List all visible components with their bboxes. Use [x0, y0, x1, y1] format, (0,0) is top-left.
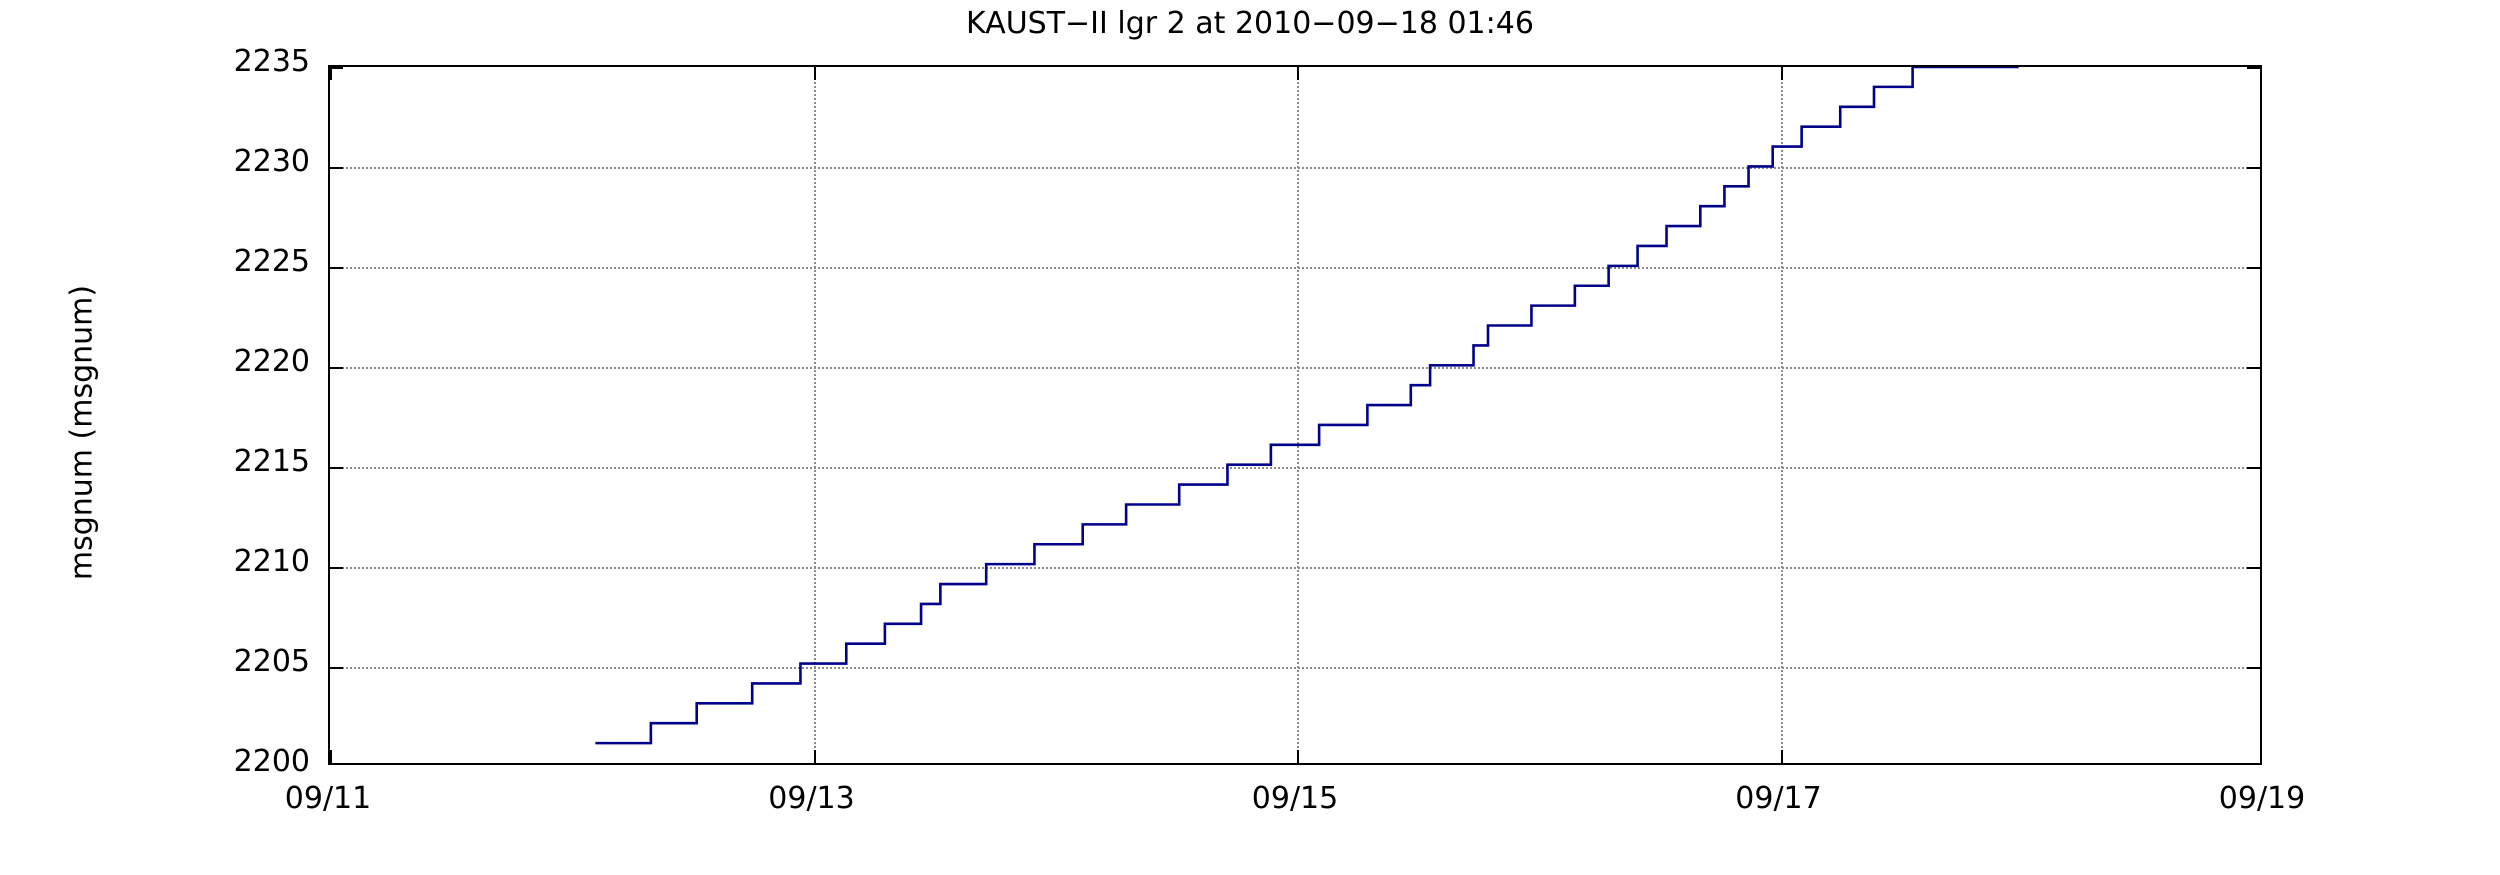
- y-tick-label: 2235: [233, 44, 310, 79]
- x-tick-mark: [1780, 750, 1783, 763]
- y-tick-label: 2225: [233, 244, 310, 279]
- x-tick-mark: [1297, 750, 1299, 763]
- plot-area: [328, 65, 2262, 765]
- y-tick-mark: [2247, 467, 2260, 469]
- x-tick-mark: [813, 67, 816, 80]
- y-tick-label: 2210: [233, 544, 310, 579]
- y-tick-label: 2220: [233, 344, 310, 379]
- y-tick-mark: [2247, 67, 2260, 69]
- series-polyline: [595, 67, 2019, 745]
- x-tick-label: 09/17: [1735, 781, 1822, 816]
- y-tick-label: 2200: [233, 744, 310, 779]
- x-tick-mark: [1780, 67, 1783, 80]
- x-gridline: [1780, 67, 1783, 763]
- y-tick-mark: [2247, 167, 2260, 169]
- y-gridline: [330, 667, 2260, 669]
- x-tick-mark: [813, 750, 816, 763]
- data-series-line: [595, 67, 2019, 745]
- x-gridline: [813, 67, 816, 763]
- page-title: KAUST−II lgr 2 at 2010−09−18 01:46: [966, 6, 1534, 41]
- y-tick-mark: [2247, 567, 2260, 569]
- y-tick-mark: [330, 567, 343, 569]
- x-gridline: [1297, 67, 1299, 763]
- y-tick-mark: [330, 267, 343, 269]
- y-tick-mark: [330, 467, 343, 469]
- y-tick-label: 2230: [233, 144, 310, 179]
- y-tick-label: 2205: [233, 644, 310, 679]
- y-tick-mark: [330, 667, 343, 669]
- x-tick-mark: [1297, 67, 1299, 80]
- x-tick-label: 09/15: [1251, 781, 1339, 816]
- x-tick-label: 09/13: [768, 781, 855, 816]
- y-tick-mark: [330, 367, 343, 369]
- y-tick-label: 2215: [233, 444, 310, 479]
- y-gridline: [330, 567, 2260, 569]
- y-gridline: [330, 467, 2260, 469]
- x-tick-label: 09/19: [2218, 781, 2306, 816]
- y-tick-mark: [2247, 267, 2260, 269]
- y-tick-mark: [2247, 367, 2260, 369]
- y-tick-mark: [2247, 667, 2260, 669]
- y-gridline: [330, 267, 2260, 269]
- y-gridline: [330, 367, 2260, 369]
- x-tick-mark: [330, 750, 332, 763]
- x-tick-label: 09/11: [284, 781, 372, 816]
- y-gridline: [330, 167, 2260, 169]
- y-tick-mark: [330, 67, 343, 69]
- x-tick-mark: [330, 67, 332, 80]
- y-tick-mark: [330, 167, 343, 169]
